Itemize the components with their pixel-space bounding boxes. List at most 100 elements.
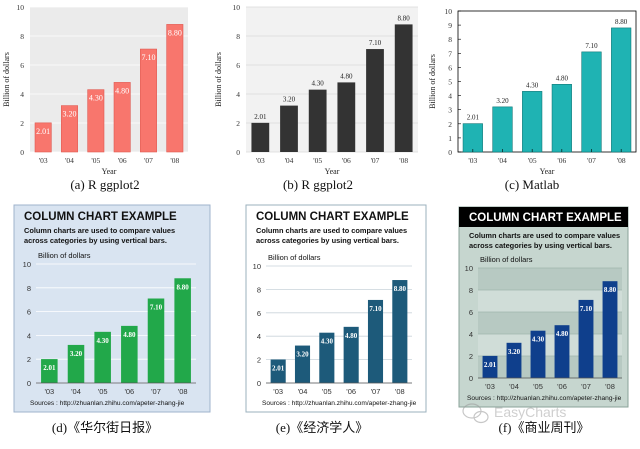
panel-caption: (b) R ggplot2 <box>283 177 353 192</box>
bar <box>270 359 286 383</box>
x-tick-label: '08 <box>170 156 179 165</box>
bar <box>394 24 413 152</box>
bar-value-label: 8.80 <box>615 18 628 26</box>
x-tick-label: '05 <box>98 387 108 396</box>
bar-value-label: 4.80 <box>340 72 353 80</box>
x-tick-label: '03 <box>485 382 495 391</box>
chart-subtitle: across categories by using vertical bars… <box>469 241 612 250</box>
chart-subtitle: across categories by using vertical bars… <box>24 236 167 245</box>
bar-value-label: 7.10 <box>369 39 382 47</box>
bar-value-label: 2.01 <box>467 114 480 122</box>
bar-value-label: 7.10 <box>580 305 593 313</box>
bar <box>367 299 384 383</box>
y-tick-label: 6 <box>448 63 452 72</box>
bar-value-label: 4.80 <box>556 330 569 338</box>
x-tick-label: '03 <box>256 156 265 165</box>
x-tick-label: '03 <box>44 387 54 396</box>
chart-subtitle: Column charts are used to compare values <box>469 231 620 240</box>
y-tick-label: 8 <box>27 284 31 293</box>
y-tick-label: 2 <box>257 356 261 365</box>
bar <box>174 278 191 383</box>
bar <box>337 82 356 152</box>
bar-value-label: 4.30 <box>321 338 334 346</box>
x-tick-label: '07 <box>581 382 591 391</box>
bar <box>522 91 543 153</box>
panel-caption: (c) Matlab <box>505 177 560 192</box>
bar <box>34 122 52 153</box>
y-tick-label: 1 <box>448 134 452 143</box>
unit-label: Billion of dollars <box>268 253 321 262</box>
bar-value-label: 8.80 <box>604 286 617 294</box>
y-tick-label: 10 <box>465 264 473 273</box>
y-tick-label: 0 <box>27 379 31 388</box>
y-axis-title: Billion of dollars <box>214 52 223 107</box>
x-tick-label: '04 <box>71 387 81 396</box>
chart-panel-1: 0 2 4 6 8 10 2.01 '03 3.20 '04 4.30 '05 4.80 '06 7.10 '… <box>2 3 188 192</box>
bar <box>343 326 359 383</box>
x-tick-label: '07 <box>371 387 381 396</box>
bar <box>578 299 594 378</box>
panel-caption: (e)《经济学人》 <box>276 420 368 435</box>
y-tick-label: 6 <box>257 309 261 318</box>
x-tick-label: '06 <box>342 156 351 165</box>
bar <box>140 48 157 153</box>
chart-panel-6: 0 2 4 6 8 10 2.01 '03 3.20 '04 4.30 '05 4.80 '06 7.10 '… <box>458 206 629 435</box>
y-tick-label: 8 <box>448 35 452 44</box>
x-axis-title: Year <box>102 167 117 176</box>
chart-subtitle: Column charts are used to compare values <box>24 226 175 235</box>
bar-value-label: 4.30 <box>97 337 110 345</box>
x-tick-label: '05 <box>313 156 322 165</box>
bar <box>492 106 513 153</box>
y-tick-label: 2 <box>236 119 240 128</box>
bar <box>551 84 572 153</box>
bar-value-label: 3.20 <box>283 96 296 104</box>
source-note: Sources : http://zhuanlan.zhihu.com/apet… <box>467 395 622 402</box>
bar-value-label: 7.10 <box>150 304 163 312</box>
bar-value-label: 4.80 <box>345 332 358 340</box>
x-tick-label: '06 <box>346 387 356 396</box>
bar <box>61 105 78 153</box>
x-tick-label: '03 <box>273 387 283 396</box>
y-tick-label: 6 <box>236 61 240 70</box>
chart-panel-2: 0 2 4 6 8 10 2.01 '03 3.20 '04 4.30 '05 4.80 '06 7.10 '… <box>214 3 418 192</box>
bar <box>506 342 522 378</box>
source-note: Sources : http://zhuanlan.zhihu.com/apet… <box>30 400 185 407</box>
y-tick-label: 8 <box>257 285 261 294</box>
bar <box>251 122 270 152</box>
bar <box>319 332 335 383</box>
y-tick-label: 5 <box>448 78 452 87</box>
bar <box>602 281 618 378</box>
bar-value-label: 3.20 <box>496 97 509 105</box>
x-tick-label: '05 <box>91 156 100 165</box>
y-tick-label: 2 <box>469 352 473 361</box>
y-tick-label: 8 <box>20 32 24 41</box>
y-tick-label: 10 <box>23 260 31 269</box>
y-tick-label: 2 <box>27 355 31 364</box>
bar-value-label: 3.20 <box>296 351 309 359</box>
x-tick-label: '07 <box>371 156 380 165</box>
y-tick-label: 10 <box>233 3 241 12</box>
x-axis-title: Year <box>325 167 340 176</box>
y-tick-label: 10 <box>17 3 25 12</box>
x-tick-label: '06 <box>557 382 567 391</box>
chart-subtitle: across categories by using vertical bars… <box>256 236 399 245</box>
x-tick-label: '06 <box>557 156 566 165</box>
bar-value-label: 7.10 <box>585 42 598 50</box>
bar-value-label: 3.20 <box>70 350 83 358</box>
y-tick-label: 0 <box>236 148 240 157</box>
bar-value-label: 2.01 <box>254 113 267 121</box>
bar-value-label: 3.20 <box>508 348 521 356</box>
bar <box>581 51 602 153</box>
x-tick-label: '07 <box>144 156 153 165</box>
bar <box>366 49 384 152</box>
plot-band <box>478 334 622 356</box>
plot-band <box>478 268 622 290</box>
bar <box>67 344 85 383</box>
unit-label: Billion of dollars <box>480 255 533 264</box>
x-tick-label: '04 <box>285 156 294 165</box>
watermark: EasyCharts <box>462 403 566 424</box>
bar-value-label: 4.30 <box>89 94 103 103</box>
y-axis-title: Billion of dollars <box>2 52 11 107</box>
x-tick-label: '08 <box>395 387 405 396</box>
chart-title: COLUMN CHART EXAMPLE <box>469 212 622 224</box>
